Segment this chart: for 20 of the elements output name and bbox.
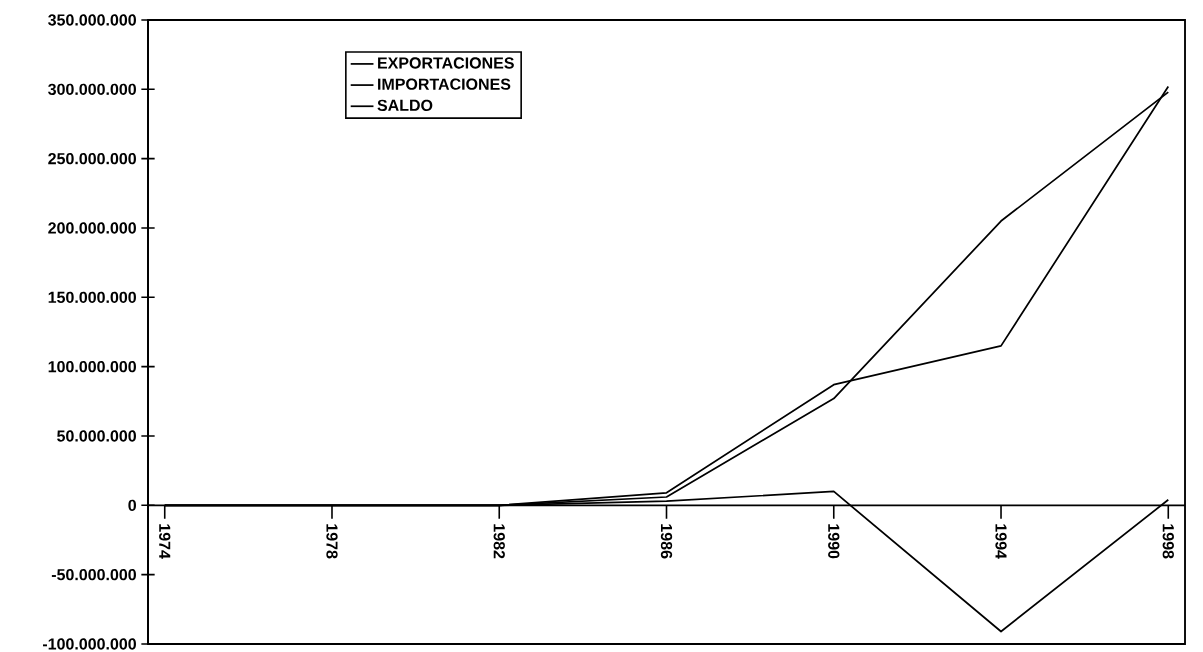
y-tick-label: -50.000.000 <box>51 568 136 581</box>
y-tick-label: 150.000.000 <box>48 291 136 303</box>
y-tick-label: 250.000.000 <box>48 153 136 165</box>
y-tick-label: 200.000.000 <box>48 222 136 234</box>
y-tick-label: 0 <box>128 499 136 511</box>
x-tick-label: 1990 <box>828 524 840 559</box>
y-tick-label: 350.000.000 <box>48 14 136 26</box>
x-tick-label: 1982 <box>493 524 505 559</box>
legend-label: SALDO <box>377 99 433 111</box>
legend-label: IMPORTACIONES <box>378 78 511 90</box>
legend-label: EXPORTACIONES <box>378 57 514 69</box>
y-tick-label: 50.000.000 <box>57 430 136 442</box>
y-tick-label: 300.000.000 <box>48 83 136 96</box>
x-tick-label: 1994 <box>995 524 1007 559</box>
x-tick-label: 1998 <box>1162 524 1174 559</box>
x-tick-label: 1978 <box>326 524 338 559</box>
y-tick-label: -100.000.000 <box>42 638 136 650</box>
x-tick-label: 1986 <box>660 524 673 559</box>
y-tick-label: 100.000.000 <box>48 360 136 373</box>
x-tick-label: 1974 <box>159 524 171 559</box>
